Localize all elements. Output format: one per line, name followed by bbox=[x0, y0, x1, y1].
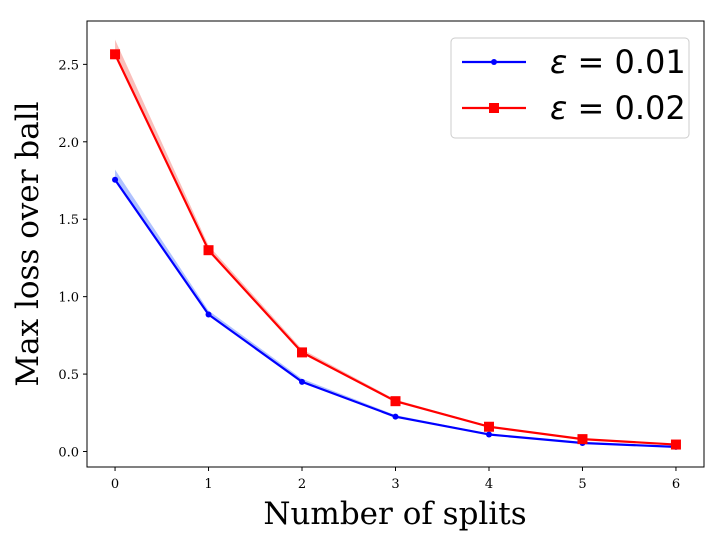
legend-marker-1 bbox=[489, 103, 499, 113]
y-axis-ticks: 0.0 0.5 1.0 1.5 2.0 2.5 bbox=[58, 58, 87, 461]
y-tick-label: 0.5 bbox=[58, 368, 79, 383]
x-tick-label: 5 bbox=[578, 477, 586, 492]
y-tick-label: 2.5 bbox=[58, 58, 79, 73]
series-0-point bbox=[485, 431, 492, 438]
series-1-point bbox=[297, 347, 308, 358]
y-tick-label: 0.0 bbox=[58, 446, 79, 461]
series-1-point bbox=[110, 49, 121, 60]
y-tick-label: 1.0 bbox=[58, 291, 79, 306]
series-0-point bbox=[392, 413, 399, 420]
legend-value-text: = 0.01 bbox=[567, 43, 685, 81]
series-markers bbox=[110, 49, 681, 450]
series-1-point bbox=[203, 245, 214, 256]
x-tick-label: 3 bbox=[391, 477, 399, 492]
legend-value-text: = 0.02 bbox=[567, 89, 685, 127]
x-axis-title: Number of splits bbox=[263, 496, 526, 532]
legend-marker-0 bbox=[491, 59, 497, 65]
series-0-point bbox=[112, 176, 119, 183]
x-tick-label: 6 bbox=[672, 477, 680, 492]
series-1-point bbox=[670, 439, 681, 450]
legend-epsilon-symbol: ε bbox=[550, 43, 567, 81]
x-axis-ticks: 0 1 2 3 4 5 6 bbox=[111, 467, 680, 492]
series-1-point bbox=[390, 396, 401, 407]
legend-label-0: ε = 0.01 bbox=[550, 43, 686, 81]
x-tick-label: 0 bbox=[111, 477, 119, 492]
x-tick-label: 4 bbox=[485, 477, 493, 492]
x-tick-label: 2 bbox=[298, 477, 306, 492]
series-1-point bbox=[483, 421, 494, 432]
y-tick-label: 2.0 bbox=[58, 136, 79, 151]
y-axis-title: Max loss over ball bbox=[10, 101, 46, 386]
legend: ε = 0.01ε = 0.02 bbox=[450, 37, 690, 139]
legend-label-1: ε = 0.02 bbox=[550, 89, 686, 127]
series-0-point bbox=[299, 378, 306, 385]
series-1-point bbox=[577, 434, 588, 445]
series-0-point bbox=[205, 311, 212, 318]
y-tick-label: 1.5 bbox=[58, 213, 79, 228]
x-tick-label: 1 bbox=[204, 477, 212, 492]
legend-epsilon-symbol: ε bbox=[550, 89, 567, 127]
